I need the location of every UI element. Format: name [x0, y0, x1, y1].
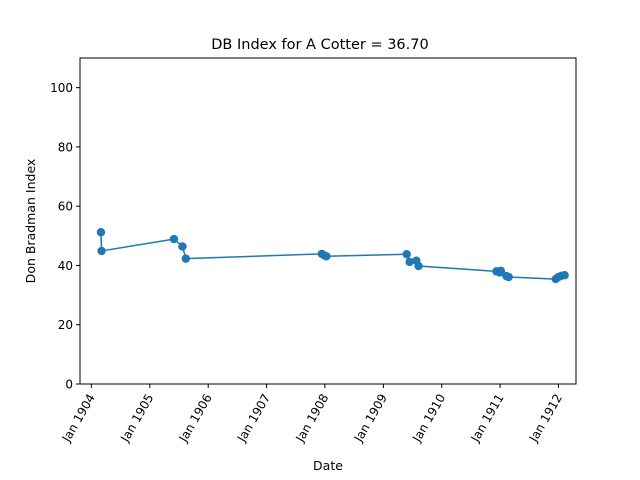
data-point — [96, 228, 106, 237]
series-db-index — [96, 228, 569, 284]
data-point — [405, 257, 414, 267]
data-point — [414, 261, 423, 271]
y-axis: 0 20 40 60 80 100 — [50, 81, 80, 392]
data-point — [181, 254, 191, 263]
x-tick-label: Jan 1905 — [117, 392, 156, 446]
x-tick-label: Jan 1910 — [409, 392, 448, 446]
y-tick-label: 60 — [58, 200, 73, 214]
x-axis-label: Date — [313, 458, 343, 473]
data-point — [178, 242, 187, 251]
y-tick-label: 80 — [58, 140, 73, 154]
data-point — [496, 266, 506, 275]
y-tick-label: 100 — [50, 81, 73, 95]
x-tick-label: Jan 1911 — [468, 392, 507, 446]
y-tick-label: 20 — [58, 318, 73, 332]
data-point — [560, 271, 569, 280]
x-tick-label: Jan 1908 — [292, 392, 331, 446]
chart-title: DB Index for A Cotter = 36.70 — [211, 37, 428, 53]
y-axis-label: Don Bradman Index — [23, 159, 38, 284]
x-tick-label: Jan 1907 — [234, 392, 273, 446]
x-tick-label: Jan 1909 — [351, 392, 390, 446]
y-tick-label: 0 — [65, 378, 73, 392]
x-tick-label: Jan 1912 — [526, 392, 565, 446]
plot-area-frame — [79, 57, 577, 385]
data-point — [504, 272, 513, 282]
x-tick-label: Jan 1906 — [176, 392, 215, 446]
x-axis: Jan 1904 Jan 1905 Jan 1906 Jan 1907 Jan 1908… — [59, 384, 565, 445]
data-point — [322, 252, 331, 261]
data-point — [402, 249, 411, 259]
y-tick-label: 40 — [58, 259, 73, 273]
data-point — [169, 234, 179, 244]
data-point — [97, 246, 106, 256]
x-tick-label: Jan 1904 — [59, 392, 98, 446]
